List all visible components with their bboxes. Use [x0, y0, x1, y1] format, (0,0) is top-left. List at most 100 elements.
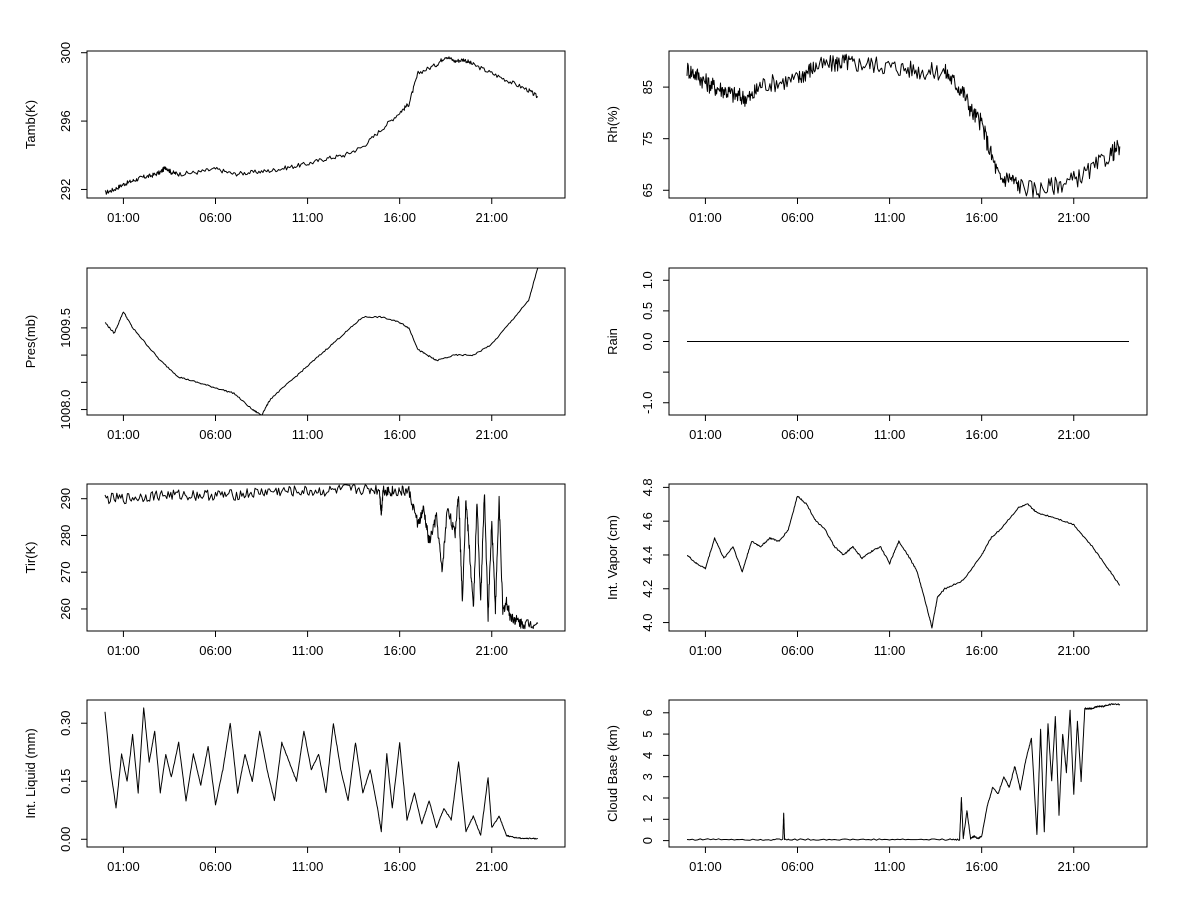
y-tick-label: 0.5: [640, 302, 655, 320]
y-tick-label: 85: [640, 80, 655, 94]
y-tick-label: 1: [640, 816, 655, 823]
panel-cloudbase: 01:00 06:00 11:00 16:00 21:00 0 1 2 3 4 5 6 Cloud Ba…: [605, 699, 1148, 874]
x-tick-label: 11:00: [292, 427, 324, 442]
y-tick-label: 4.4: [640, 546, 655, 564]
x-tick-label: 01:00: [689, 427, 722, 442]
x-tick-label: 11:00: [874, 643, 906, 658]
series-line-vapor: [687, 495, 1121, 629]
x-tick-label: 01:00: [107, 427, 140, 442]
panel-rh: 01:00 06:00 11:00 16:00 21:00 65 75 85 Rh(%): [605, 50, 1148, 225]
y-tick-label: 4.2: [640, 580, 655, 598]
x-tick-label: 16:00: [965, 210, 998, 225]
series-line-pres: [104, 267, 539, 416]
x-tick-label: 21:00: [475, 859, 508, 874]
series-line-cloudbase: [686, 703, 1121, 841]
y-tick-label: 280: [58, 525, 73, 547]
y-tick-label: 4.8: [640, 478, 655, 496]
y-tick-label: 290: [58, 488, 73, 510]
x-tick-label: 11:00: [292, 210, 324, 225]
y-axis-label: Cloud Base (km): [605, 725, 620, 822]
y-tick-label: 1.0: [640, 271, 655, 289]
y-tick-label: 0.15: [58, 769, 73, 794]
x-tick-label: 11:00: [874, 859, 906, 874]
series-line-tamb: [104, 56, 539, 195]
y-axis-label: Rh(%): [605, 106, 620, 143]
x-tick-label: 06:00: [199, 643, 232, 658]
x-tick-label: 06:00: [781, 427, 814, 442]
x-tick-label: 01:00: [107, 210, 140, 225]
x-tick-label: 21:00: [475, 643, 508, 658]
x-tick-label: 21:00: [475, 427, 508, 442]
x-tick-label: 11:00: [874, 210, 906, 225]
x-tick-label: 21:00: [1057, 643, 1090, 658]
x-tick-label: 06:00: [781, 210, 814, 225]
x-tick-label: 01:00: [689, 210, 722, 225]
y-tick-label: 6: [640, 709, 655, 716]
x-tick-label: 21:00: [1057, 210, 1090, 225]
x-tick-label: 06:00: [781, 643, 814, 658]
y-tick-label: 0.0: [640, 332, 655, 350]
x-tick-label: 16:00: [383, 643, 416, 658]
panel-vapor: 01:00 06:00 11:00 16:00 21:00 4.0 4.2 4.4 4.6 4.8…: [605, 478, 1148, 658]
x-tick-label: 16:00: [383, 427, 416, 442]
y-axis-label: Rain: [605, 328, 620, 355]
x-tick-label: 06:00: [199, 859, 232, 874]
y-axis-label: Pres(mb): [23, 315, 38, 368]
plot-frame: [86, 50, 566, 199]
panel-tamb: 01:00 06:00 11:00 16:00 21:00 292 296 300 Tamb(K…: [23, 42, 566, 225]
plot-frame: [86, 699, 566, 848]
y-tick-label: 270: [58, 561, 73, 583]
x-tick-label: 06:00: [199, 210, 232, 225]
y-tick-label: 75: [640, 131, 655, 145]
x-tick-label: 21:00: [1057, 427, 1090, 442]
y-tick-label: -1.0: [640, 392, 655, 414]
series-line-tir: [104, 484, 539, 630]
series-line-liquid: [104, 707, 538, 840]
y-tick-label: 4.6: [640, 512, 655, 530]
x-tick-label: 01:00: [107, 859, 140, 874]
panel-pres: 01:00 06:00 11:00 16:00 21:00 1008.0 1009.5 Pre…: [23, 267, 566, 442]
y-tick-label: 0.00: [58, 827, 73, 852]
x-tick-label: 06:00: [199, 427, 232, 442]
plot-frame: [668, 483, 1148, 632]
y-tick-label: 0: [640, 837, 655, 844]
y-tick-label: 4: [640, 752, 655, 759]
x-tick-label: 01:00: [689, 859, 722, 874]
plot-frame: [86, 267, 566, 416]
y-axis-label: Tir(K): [23, 541, 38, 573]
y-tick-label: 1009.5: [58, 308, 73, 348]
series-line-rh: [686, 53, 1121, 199]
x-tick-label: 16:00: [965, 859, 998, 874]
panel-rain: 01:00 06:00 11:00 16:00 21:00 -1.0 0.0 0.5 1.0 Ra…: [605, 267, 1148, 442]
y-axis-label: Tamb(K): [23, 100, 38, 149]
y-axis-label: Int. Vapor (cm): [605, 515, 620, 600]
plot-frame: [668, 699, 1148, 848]
y-tick-label: 0.30: [58, 711, 73, 736]
y-axis-label: Int. Liquid (mm): [23, 728, 38, 818]
y-tick-label: 296: [58, 110, 73, 132]
x-tick-label: 11:00: [292, 643, 324, 658]
y-tick-label: 3: [640, 773, 655, 780]
y-tick-label: 4.0: [640, 614, 655, 632]
x-tick-label: 01:00: [107, 643, 140, 658]
x-tick-label: 21:00: [475, 210, 508, 225]
x-tick-label: 21:00: [1057, 859, 1090, 874]
plot-frame: [86, 483, 566, 632]
y-tick-label: 260: [58, 598, 73, 620]
x-tick-label: 06:00: [781, 859, 814, 874]
x-tick-label: 11:00: [874, 427, 906, 442]
y-tick-label: 65: [640, 183, 655, 197]
x-tick-label: 16:00: [383, 859, 416, 874]
plot-frame: [668, 50, 1148, 199]
panel-tir: 01:00 06:00 11:00 16:00 21:00 260 270 280 290 Tir…: [23, 483, 566, 658]
x-tick-label: 11:00: [292, 859, 324, 874]
x-tick-label: 16:00: [965, 427, 998, 442]
x-tick-label: 01:00: [689, 643, 722, 658]
x-tick-label: 16:00: [383, 210, 416, 225]
panel-liquid: 01:00 06:00 11:00 16:00 21:00 0.00 0.15 0.30 Int…: [23, 699, 566, 874]
y-tick-label: 5: [640, 730, 655, 737]
y-tick-label: 292: [58, 179, 73, 201]
y-tick-label: 300: [58, 42, 73, 64]
y-tick-label: 2: [640, 794, 655, 801]
